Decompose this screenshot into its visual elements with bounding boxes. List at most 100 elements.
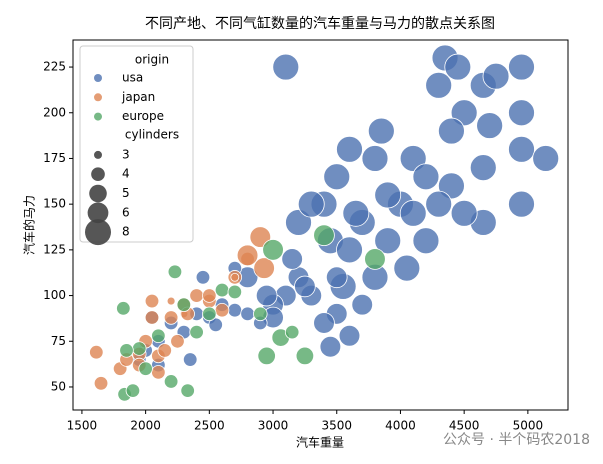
point xyxy=(342,199,370,227)
point xyxy=(214,282,230,298)
legend-label: usa xyxy=(122,71,143,85)
x-tick-label: 2500 xyxy=(194,419,225,433)
point xyxy=(138,361,153,376)
legend-size-marker xyxy=(85,219,111,246)
chart-title: 不同产地、不同气缸数量的汽车重量与马力的散点关系图 xyxy=(145,15,495,32)
point xyxy=(253,306,268,322)
legend-title: origin xyxy=(135,53,169,67)
point xyxy=(374,181,402,209)
point xyxy=(227,302,243,318)
point xyxy=(325,266,348,289)
point xyxy=(367,117,395,145)
point xyxy=(438,117,465,145)
point xyxy=(336,135,363,163)
point xyxy=(361,145,389,172)
plot-frame xyxy=(72,39,569,411)
point xyxy=(176,297,192,312)
legend-label: 8 xyxy=(122,225,130,239)
point xyxy=(425,71,453,99)
point xyxy=(338,324,361,347)
point xyxy=(144,293,160,309)
point xyxy=(272,53,300,81)
point xyxy=(170,334,185,349)
point xyxy=(444,53,472,81)
legend-marker xyxy=(94,112,102,121)
y-tick-label: 175 xyxy=(43,151,66,165)
point xyxy=(399,199,427,227)
point xyxy=(393,254,421,282)
point xyxy=(167,264,183,280)
point xyxy=(450,199,478,227)
point xyxy=(214,302,230,318)
watermark: 公众号 · 半个码农2018 xyxy=(443,432,590,448)
point xyxy=(195,270,211,285)
point xyxy=(227,284,243,300)
point xyxy=(208,317,223,333)
point xyxy=(508,53,535,81)
legend-size-marker xyxy=(91,167,105,182)
point xyxy=(294,275,316,298)
point xyxy=(281,248,303,270)
y-tick-label: 150 xyxy=(43,197,66,211)
point xyxy=(89,345,104,360)
x-tick-label: 2000 xyxy=(130,419,161,433)
point xyxy=(319,335,342,358)
x-axis-label: 汽车重量 xyxy=(296,435,344,450)
point xyxy=(163,374,179,389)
point xyxy=(323,163,351,191)
x-tick-label: 4000 xyxy=(385,419,416,433)
y-tick-label: 200 xyxy=(43,105,66,119)
point xyxy=(182,352,198,367)
point xyxy=(425,190,453,218)
point xyxy=(202,306,217,322)
y-axis-label: 汽车的马力 xyxy=(22,195,37,255)
legend-size-marker xyxy=(87,202,109,224)
point xyxy=(119,343,134,358)
legend-label: japan xyxy=(121,90,155,104)
point xyxy=(125,383,141,398)
point xyxy=(295,346,315,366)
point xyxy=(284,324,300,340)
point xyxy=(476,112,504,139)
point xyxy=(313,224,335,247)
x-tick-label: 3500 xyxy=(321,419,352,433)
y-tick-label: 225 xyxy=(43,60,66,74)
y-tick-label: 125 xyxy=(43,242,66,256)
points xyxy=(89,44,560,402)
point xyxy=(151,328,166,344)
x-tick-label: 1500 xyxy=(67,419,98,433)
legend-label: 6 xyxy=(122,205,130,219)
point xyxy=(163,310,179,325)
y-tick-label: 75 xyxy=(51,334,66,348)
point xyxy=(189,324,204,340)
point xyxy=(157,343,172,358)
point xyxy=(374,227,402,255)
point xyxy=(469,154,497,181)
legend-marker xyxy=(94,93,102,102)
legend-size-marker xyxy=(89,184,107,203)
point xyxy=(166,296,176,306)
y-tick-label: 100 xyxy=(43,288,66,302)
point xyxy=(144,310,160,325)
legend: origin usa japan europe cylinders 3 4 5 6 8 xyxy=(79,45,194,246)
x-tick-label: 3000 xyxy=(258,419,289,433)
legend-label: europe xyxy=(122,109,164,123)
point xyxy=(412,163,440,191)
point xyxy=(202,288,217,303)
legend-title: cylinders xyxy=(125,127,179,141)
legend-marker xyxy=(94,74,102,82)
point xyxy=(230,272,240,282)
legend-label: 5 xyxy=(122,186,130,200)
point xyxy=(364,248,386,270)
point xyxy=(508,99,535,127)
point xyxy=(189,288,204,303)
point xyxy=(236,244,259,267)
legend-label: 3 xyxy=(122,147,130,161)
point xyxy=(351,293,374,316)
point xyxy=(253,257,275,279)
point xyxy=(508,190,535,218)
point xyxy=(255,284,278,307)
point xyxy=(180,383,195,398)
point xyxy=(482,62,510,90)
